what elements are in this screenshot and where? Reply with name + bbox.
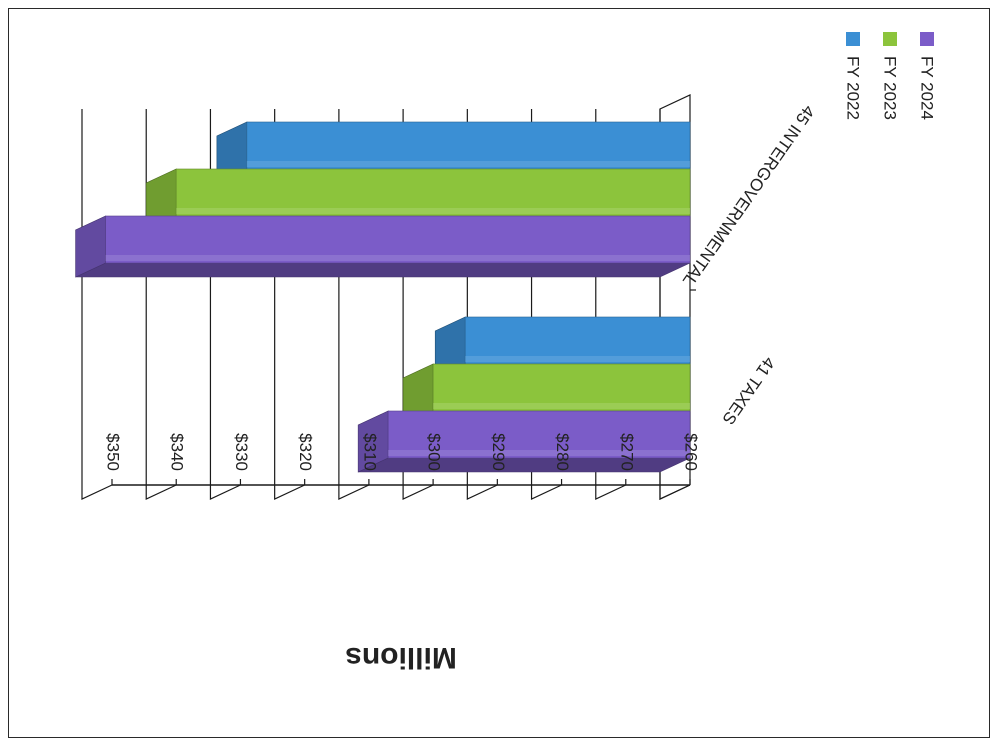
legend-swatch (846, 32, 860, 46)
y-tick-label: $330 (232, 433, 251, 471)
category-labels: 41 TAXES 45 INTERGOVERNMENTAL (679, 102, 818, 428)
legend-swatch (883, 32, 897, 46)
bar (75, 215, 691, 278)
legend-item: FY 2022 (844, 32, 863, 120)
y-tick-label: $340 (168, 433, 187, 471)
y-axis-title: Millions (345, 641, 457, 674)
legend-item: FY 2023 (881, 32, 900, 120)
y-tick-label: $270 (617, 433, 636, 471)
legend-label: FY 2024 (918, 56, 937, 120)
y-tick-label: $310 (360, 433, 379, 471)
category-label: 41 TAXES (718, 353, 778, 428)
y-tick-label: $290 (489, 433, 508, 471)
y-tick-labels: $260 $270 $280 $290 $300 $310 $320 $330 $340 $350 (104, 433, 701, 471)
y-tick-label: $320 (296, 433, 315, 471)
y-tick-label: $300 (425, 433, 444, 471)
y-tick-label: $350 (104, 433, 123, 471)
bar (357, 410, 691, 473)
category-label: 45 INTERGOVERNMENTAL (679, 102, 818, 290)
legend-label: FY 2023 (881, 56, 900, 120)
bars (75, 121, 691, 473)
y-tick-label: $280 (553, 433, 572, 471)
y-tick-label: $260 (682, 433, 701, 471)
legend: FY 2022 FY 2023 FY 2024 (844, 32, 937, 120)
legend-item: FY 2024 (918, 32, 937, 120)
legend-swatch (920, 32, 934, 46)
legend-label: FY 2022 (844, 56, 863, 120)
